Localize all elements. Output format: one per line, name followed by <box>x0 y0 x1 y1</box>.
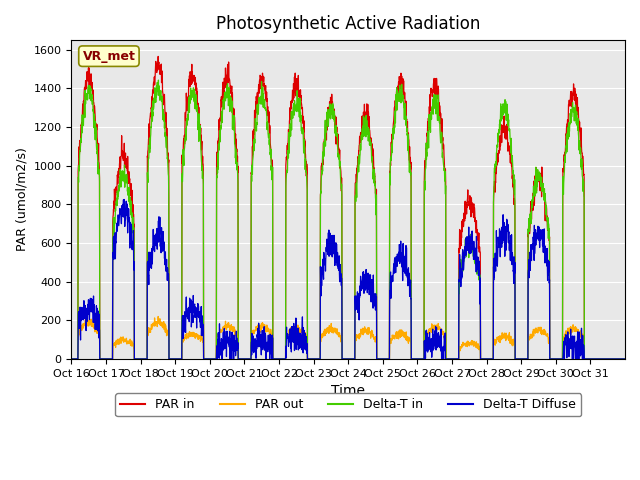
Text: VR_met: VR_met <box>83 49 135 63</box>
Y-axis label: PAR (umol/m2/s): PAR (umol/m2/s) <box>15 147 28 252</box>
Legend: PAR in, PAR out, Delta-T in, Delta-T Diffuse: PAR in, PAR out, Delta-T in, Delta-T Dif… <box>115 394 581 417</box>
X-axis label: Time: Time <box>332 384 365 398</box>
Title: Photosynthetic Active Radiation: Photosynthetic Active Radiation <box>216 15 481 33</box>
